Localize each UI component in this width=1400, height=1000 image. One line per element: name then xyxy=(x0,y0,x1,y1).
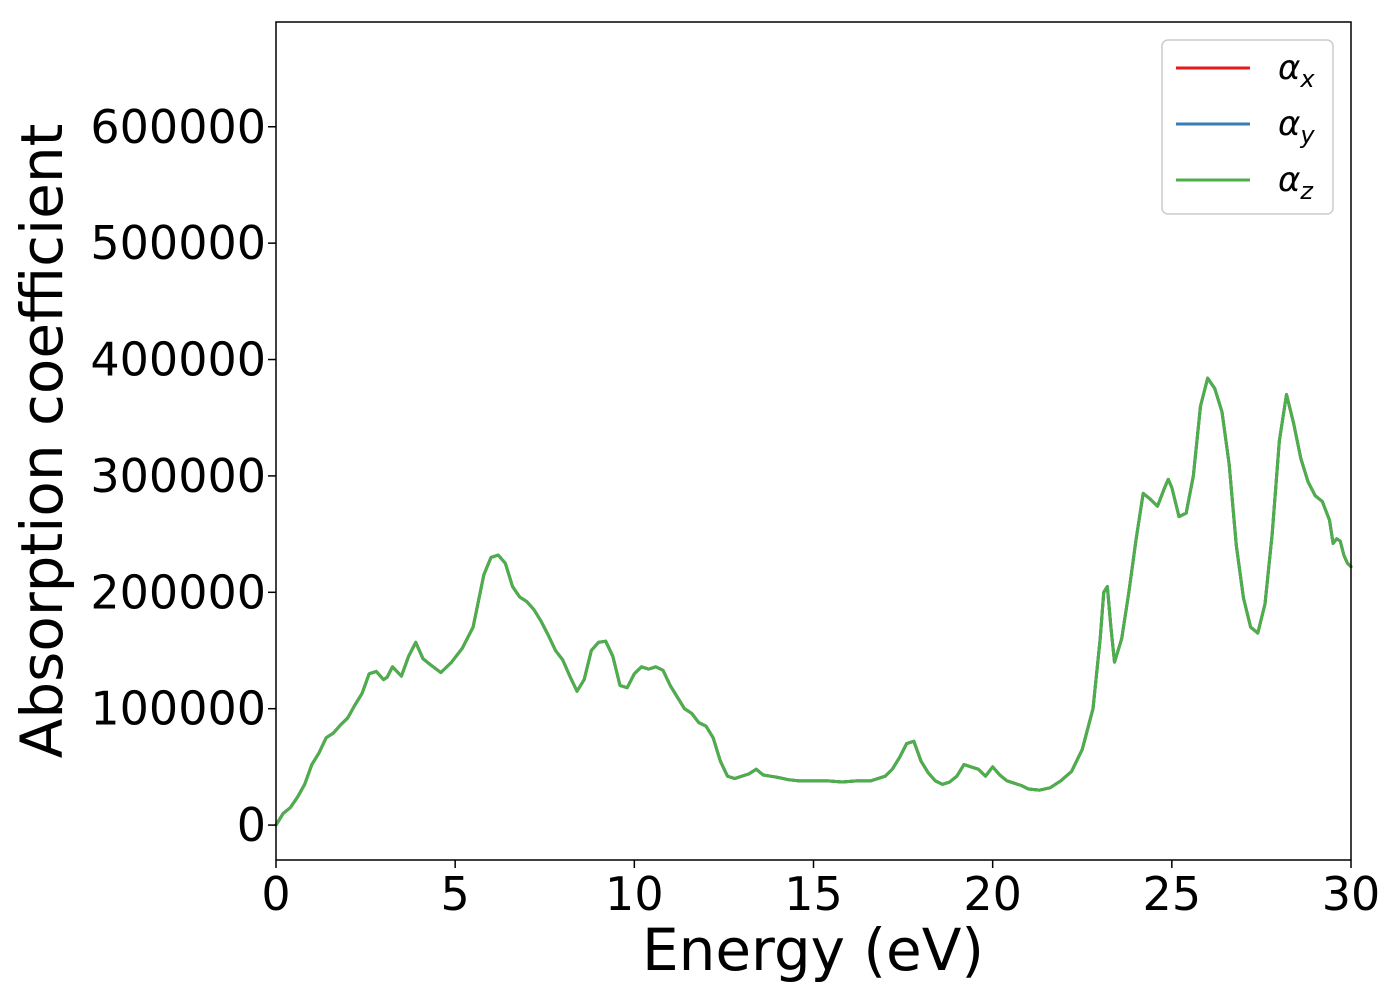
y-tick-label: 300000 xyxy=(90,449,266,503)
y-axis: 0 100000 200000 300000 400000 500000 600000 xyxy=(90,100,276,852)
x-tick-label: 0 xyxy=(261,867,290,921)
series-line-1 xyxy=(274,376,1353,827)
x-tick-label: 10 xyxy=(605,867,664,921)
x-axis-label: Energy (eV) xyxy=(642,916,984,984)
legend-box xyxy=(1161,39,1334,215)
x-tick-label: 30 xyxy=(1322,867,1381,921)
y-tick-label: 200000 xyxy=(90,565,266,619)
legend: αx αy αz xyxy=(1161,39,1334,215)
series-line-2 xyxy=(274,376,1353,827)
x-axis: 0 5 10 15 20 25 30 xyxy=(261,860,1380,921)
series-layer xyxy=(274,376,1353,827)
y-tick-label: 600000 xyxy=(90,100,266,154)
y-tick-label: 100000 xyxy=(90,682,266,736)
legend-label-0: αx xyxy=(1278,48,1315,93)
legend-label-2: αz xyxy=(1278,160,1314,205)
x-tick-label: 25 xyxy=(1143,867,1202,921)
y-tick-label: 500000 xyxy=(90,216,266,270)
y-tick-label: 0 xyxy=(237,798,266,852)
x-tick-label: 15 xyxy=(784,867,843,921)
x-tick-label: 5 xyxy=(441,867,470,921)
series-line-0 xyxy=(274,376,1353,827)
legend-label-1: αy xyxy=(1278,104,1315,149)
x-tick-label: 20 xyxy=(963,867,1022,921)
y-tick-label: 400000 xyxy=(90,333,266,387)
y-axis-label: Absorption coefficient xyxy=(8,124,76,759)
